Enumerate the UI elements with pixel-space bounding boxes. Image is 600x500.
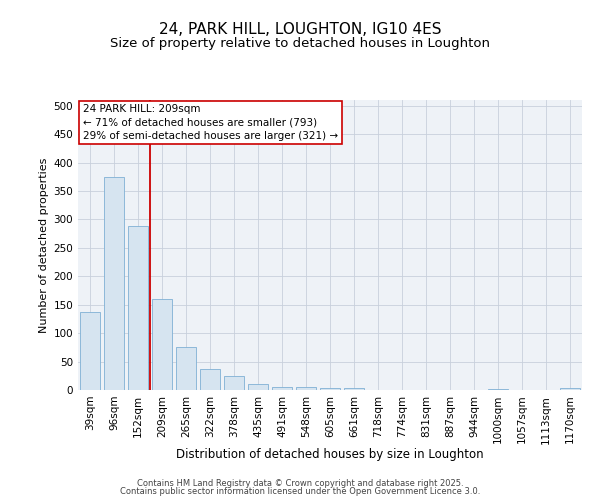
Bar [80, 312, 100, 390]
Bar [224, 376, 244, 390]
Bar [248, 384, 268, 390]
Bar [344, 388, 364, 390]
X-axis label: Distribution of detached houses by size in Loughton: Distribution of detached houses by size … [176, 448, 484, 461]
Bar [176, 348, 196, 390]
Bar [560, 388, 580, 390]
Bar [296, 386, 316, 390]
Bar [104, 177, 124, 390]
Bar [128, 226, 148, 390]
Text: Size of property relative to detached houses in Loughton: Size of property relative to detached ho… [110, 38, 490, 51]
Text: Contains public sector information licensed under the Open Government Licence 3.: Contains public sector information licen… [120, 487, 480, 496]
Y-axis label: Number of detached properties: Number of detached properties [39, 158, 49, 332]
Bar [272, 386, 292, 390]
Bar [200, 369, 220, 390]
Bar [320, 388, 340, 390]
Bar [152, 299, 172, 390]
Text: Contains HM Land Registry data © Crown copyright and database right 2025.: Contains HM Land Registry data © Crown c… [137, 478, 463, 488]
Text: 24, PARK HILL, LOUGHTON, IG10 4ES: 24, PARK HILL, LOUGHTON, IG10 4ES [159, 22, 441, 38]
Text: 24 PARK HILL: 209sqm
← 71% of detached houses are smaller (793)
29% of semi-deta: 24 PARK HILL: 209sqm ← 71% of detached h… [83, 104, 338, 141]
Bar [488, 389, 508, 390]
